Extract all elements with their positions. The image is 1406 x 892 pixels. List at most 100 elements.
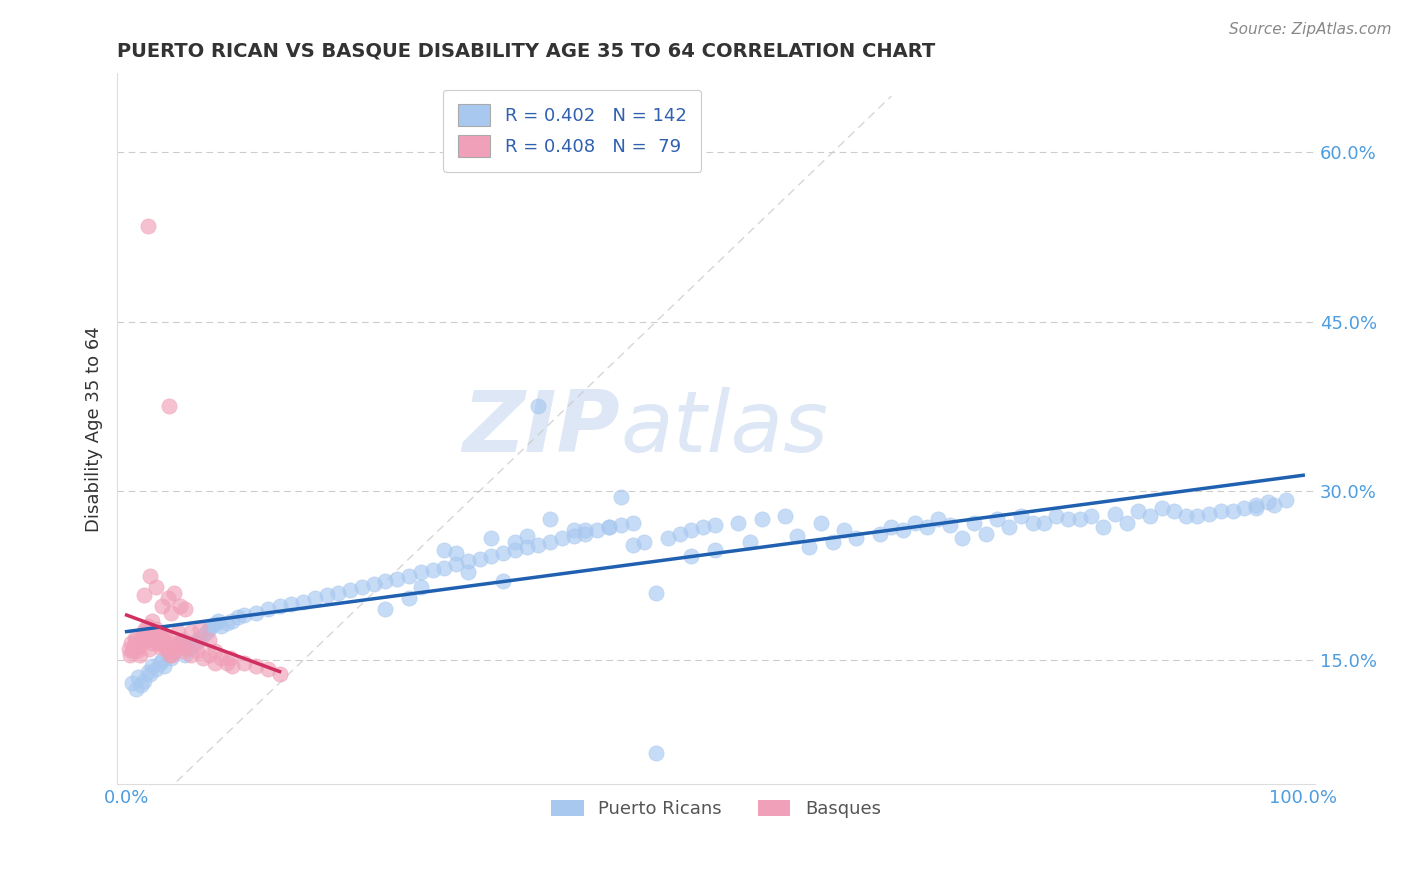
Point (963, 516, 986, 530)
Point (165, 636, 187, 650)
Point (398, 568, 420, 582)
Point (141, 636, 163, 650)
Point (1045, 508, 1067, 523)
Text: atlas: atlas (620, 387, 828, 470)
Point (598, 520, 620, 534)
Point (939, 517, 962, 532)
Point (191, 651, 214, 665)
Text: Source: ZipAtlas.com: Source: ZipAtlas.com (1229, 22, 1392, 37)
Point (198, 622, 221, 636)
Point (200, 619, 222, 633)
Point (457, 566, 479, 580)
Point (118, 642, 141, 657)
Point (219, 651, 242, 665)
Point (1080, 508, 1102, 523)
Point (433, 560, 456, 574)
Point (1222, 504, 1244, 518)
Point (1092, 520, 1115, 534)
Point (927, 512, 949, 526)
Point (786, 529, 808, 543)
Point (1244, 500, 1267, 515)
Point (1104, 507, 1126, 521)
Point (157, 400, 180, 414)
Point (141, 659, 163, 673)
Point (1257, 495, 1279, 509)
Point (174, 640, 197, 654)
Point (160, 606, 183, 620)
Point (621, 538, 644, 552)
Point (586, 524, 609, 538)
Point (146, 636, 169, 650)
Legend: Puerto Ricans, Basques: Puerto Ricans, Basques (544, 792, 889, 825)
Point (409, 580, 432, 594)
Point (1263, 498, 1285, 512)
Point (153, 628, 176, 642)
Point (1174, 508, 1197, 523)
Point (186, 632, 208, 647)
Point (150, 653, 173, 667)
Point (610, 490, 633, 504)
Point (433, 542, 456, 557)
Point (172, 644, 194, 658)
Point (681, 549, 703, 564)
Point (180, 640, 202, 654)
Point (180, 648, 202, 662)
Point (1209, 504, 1232, 518)
Point (127, 644, 149, 658)
Point (1139, 508, 1161, 523)
Point (269, 666, 291, 681)
Point (363, 576, 385, 591)
Point (328, 585, 350, 599)
Point (245, 659, 267, 673)
Point (621, 516, 644, 530)
Point (148, 640, 170, 654)
Point (122, 640, 145, 654)
Point (177, 642, 200, 657)
Point (128, 648, 150, 662)
Point (315, 588, 337, 602)
Point (145, 580, 167, 594)
Point (180, 625, 202, 640)
Point (256, 662, 278, 676)
Point (174, 648, 197, 662)
Point (657, 532, 679, 546)
Point (574, 524, 596, 538)
Point (191, 628, 214, 642)
Point (139, 568, 162, 582)
Point (880, 520, 903, 534)
Point (125, 632, 148, 647)
Point (135, 632, 157, 647)
Point (169, 636, 191, 650)
Point (204, 617, 226, 632)
Point (280, 597, 302, 611)
Point (681, 524, 703, 538)
Point (145, 662, 167, 676)
Point (516, 529, 538, 543)
Point (153, 632, 176, 647)
Text: ZIP: ZIP (463, 387, 620, 470)
Point (444, 558, 467, 572)
Point (256, 602, 278, 616)
Point (645, 585, 668, 599)
Point (233, 656, 256, 670)
Point (374, 574, 396, 589)
Point (703, 517, 725, 532)
Point (157, 640, 180, 654)
Point (142, 632, 165, 647)
Point (1233, 500, 1256, 515)
Point (1244, 498, 1267, 512)
Point (574, 527, 596, 541)
Point (1021, 516, 1043, 530)
Point (775, 508, 797, 523)
Point (215, 615, 238, 630)
Point (141, 614, 163, 628)
Point (169, 636, 191, 650)
Point (1187, 508, 1209, 523)
Point (143, 628, 166, 642)
Point (1069, 512, 1091, 526)
Point (869, 527, 891, 541)
Point (120, 636, 142, 650)
Point (668, 527, 690, 541)
Point (703, 542, 725, 557)
Point (134, 625, 156, 640)
